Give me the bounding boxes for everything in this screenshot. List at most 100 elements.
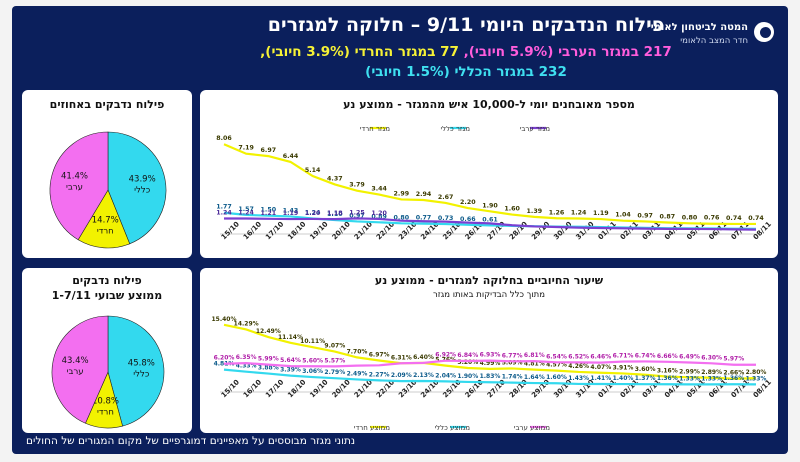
pie-slice-label: ערבי (67, 367, 84, 377)
data-label: 1.04 (615, 212, 631, 219)
data-label: 3.79 (349, 182, 365, 189)
data-label: 2.20 (460, 199, 476, 206)
data-label: 3.60% (635, 366, 656, 373)
data-label: 6.93% (480, 352, 501, 359)
data-label: 2.04% (435, 372, 456, 379)
data-label: 1.37% (635, 375, 656, 382)
data-label: 6.35% (236, 354, 257, 361)
data-label: 2.94 (416, 191, 432, 198)
data-label: 0.77 (416, 215, 432, 222)
data-label: 6.66% (657, 353, 678, 360)
data-label: 4.37 (327, 175, 343, 182)
data-label: 2.13% (413, 372, 434, 379)
data-label: 6.54% (546, 353, 567, 360)
data-label: 4.81% (214, 361, 235, 368)
data-label: 7.19 (238, 145, 254, 152)
data-label: 5.64% (280, 357, 301, 364)
data-label: 6.40% (413, 354, 434, 361)
data-label: 3.16% (657, 368, 678, 375)
arab-summary: 217 במגזר הערבי (558, 44, 672, 60)
x-tick-label: 21/10 (353, 220, 374, 241)
pie-panel-percent: פילוח נדבקים באחוזים 43.9% כללי 14.7% חרדי 4… (22, 90, 192, 258)
data-label: 6.97% (369, 351, 390, 358)
data-label: 0.89 (371, 213, 387, 220)
pie-slice-value: 41.4% (61, 172, 88, 182)
pie-slice-label: כללי (134, 185, 151, 195)
data-label: 2.67 (438, 194, 454, 201)
data-label: 1.33% (701, 375, 722, 382)
pie-slice (77, 189, 131, 249)
series-line (223, 143, 756, 226)
data-label: 2.99% (679, 368, 700, 375)
x-tick-label: 16/10 (242, 220, 263, 241)
data-label: 1.24 (216, 209, 232, 216)
data-label: 2.49% (347, 370, 368, 377)
data-label: 5.60% (302, 357, 323, 364)
x-tick-label: 20/10 (331, 378, 352, 399)
x-tick-label: 28/10 (508, 378, 529, 399)
x-tick-label: 19/10 (308, 220, 329, 241)
x-tick-label: 17/10 (264, 220, 285, 241)
x-tick-label: 30/10 (552, 220, 573, 241)
data-label: 2.80% (746, 369, 767, 376)
data-label: 0.66 (460, 216, 476, 223)
data-label: 1.25 (349, 209, 365, 216)
data-label: 1.60 (504, 206, 520, 213)
line-chart-positivity: 15/10 16/10 17/10 18/10 19/10 20/10 21/10 22/10… (212, 316, 774, 432)
x-tick-label: 29/10 (530, 220, 551, 241)
pie-title: פילוח נדבקים באחוזים (49, 98, 165, 111)
data-label: 1.57 (238, 206, 254, 213)
data-label: 1.41% (590, 375, 611, 382)
pie-slice (107, 315, 165, 427)
data-label: 1.33% (746, 375, 767, 382)
data-label: 4.81% (524, 361, 545, 368)
pie-slice-value: 10.8% (92, 397, 119, 407)
data-label: 1.20 (305, 210, 321, 217)
x-tick-label: 31/10 (574, 220, 595, 241)
data-label: 1.60% (546, 374, 567, 381)
data-label: 0.80 (682, 214, 698, 221)
x-tick-label: 03/11 (641, 220, 662, 241)
data-label: 0.97 (637, 212, 653, 219)
data-label: 0.74 (726, 215, 742, 222)
pie-title-line2: ממוצע שבועי 1-7/11 (51, 289, 163, 302)
pie-slice-label: חרדי (97, 408, 114, 418)
logo-line1: המטה לביטחון לאומי (650, 22, 748, 33)
data-label: 1.77 (216, 204, 232, 211)
data-label: 2.99 (394, 190, 410, 197)
data-label: 6.30% (701, 354, 722, 361)
pie-chart-weekly: 45.8%כללי 10.8%חרדי 43.4%ערבי (51, 315, 165, 429)
data-label: 6.84% (457, 352, 478, 359)
x-tick-label: 01/11 (597, 220, 618, 241)
data-label: 1.18 (327, 210, 343, 217)
data-label: 1.21 (261, 210, 277, 217)
haredi-summary: 77 במגזר החרדי (3.9% חיובי), (260, 44, 459, 60)
x-tick-label: 16/10 (242, 378, 263, 399)
series-line (223, 359, 756, 368)
data-label: 5.20% (457, 359, 478, 366)
data-label: 1.90% (457, 373, 478, 380)
pie-title-line1: פילוח נדבקים (72, 274, 142, 287)
line-chart-title: מספר מאובחנים יומי ל-10,000 איש מהמגזר -… (343, 98, 635, 111)
x-tick-label: 02/11 (619, 220, 640, 241)
data-label: 3.44 (371, 186, 387, 193)
pie-slice-label: חרדי (97, 227, 114, 237)
data-label: 1.24 (305, 209, 321, 216)
x-tick-label: 18/10 (286, 220, 307, 241)
data-label: 15.40% (212, 316, 237, 323)
arab-summary-pct: (5.9% חיובי), (458, 44, 559, 60)
data-label: 6.46% (590, 354, 611, 361)
data-label: 1.19 (283, 210, 299, 217)
legend-label: מגזר ערבי (520, 125, 550, 133)
x-tick-label: 15/10 (220, 378, 241, 399)
data-label: 1.36% (657, 375, 678, 382)
data-label: 1.19 (593, 210, 609, 217)
data-label: 1.36% (723, 375, 744, 382)
logo: המטה לביטחון לאומי חדר המצב הלאומי (644, 18, 774, 52)
data-label: 0.76 (704, 215, 720, 222)
line-chart-subtitle: מתוך כלל הבדיקות באותו מגזר (433, 290, 545, 300)
data-label: 0.73 (438, 215, 454, 222)
x-tick-label: 18/10 (286, 378, 307, 399)
data-label: 6.44 (283, 153, 299, 160)
data-label: 1.64% (524, 374, 545, 381)
